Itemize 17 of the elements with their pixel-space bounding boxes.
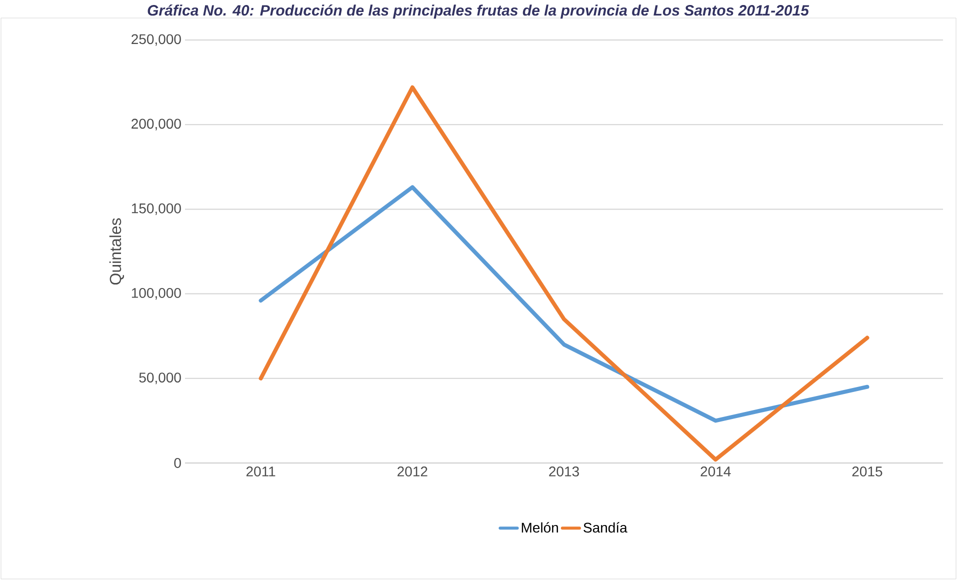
x-tick-label: 2014 xyxy=(700,466,731,476)
x-tick-label: 2015 xyxy=(852,466,882,476)
x-tick-label: 2011 xyxy=(246,466,276,476)
line-series xyxy=(258,85,870,462)
line-series xyxy=(258,185,870,423)
y-tick-label: 150,000 xyxy=(132,203,181,215)
y-tick-label: 200,000 xyxy=(132,118,181,130)
legend-label: Sandía xyxy=(584,522,628,533)
y-tick-label: 100,000 xyxy=(132,288,181,300)
x-tick-label: 2012 xyxy=(398,466,428,476)
y-tick-label: 250,000 xyxy=(132,34,181,46)
x-tick-label: 2013 xyxy=(549,466,579,476)
legend-label: Melón xyxy=(522,522,558,533)
y-axis-title: Quintales xyxy=(109,218,124,285)
y-tick-label: 0 xyxy=(174,458,181,468)
y-tick-label: 50,000 xyxy=(139,372,181,384)
chart-title: Gráfica No. 40: Producción de las principales frutas de la provincia de Los Santos 2011-2015 xyxy=(148,4,810,19)
